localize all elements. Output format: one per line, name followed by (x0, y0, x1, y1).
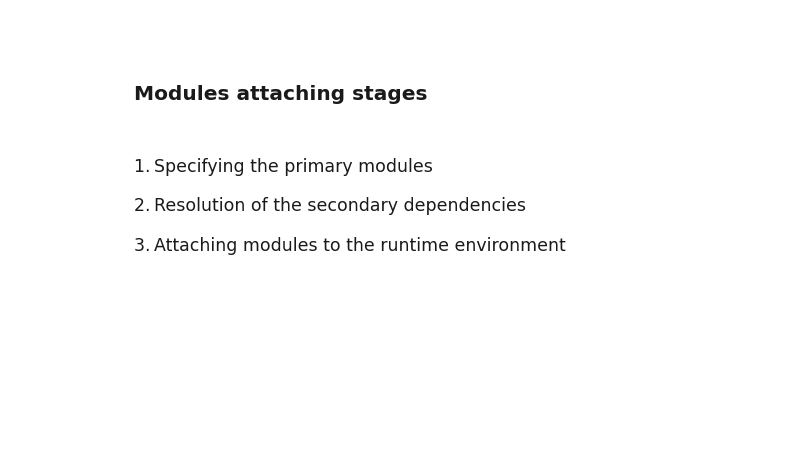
Text: 1. Specifying the primary modules: 1. Specifying the primary modules (134, 158, 433, 176)
Text: Modules attaching stages: Modules attaching stages (134, 85, 428, 104)
Text: 2. Resolution of the secondary dependencies: 2. Resolution of the secondary dependenc… (134, 198, 526, 216)
Text: 3. Attaching modules to the runtime environment: 3. Attaching modules to the runtime envi… (134, 237, 566, 255)
